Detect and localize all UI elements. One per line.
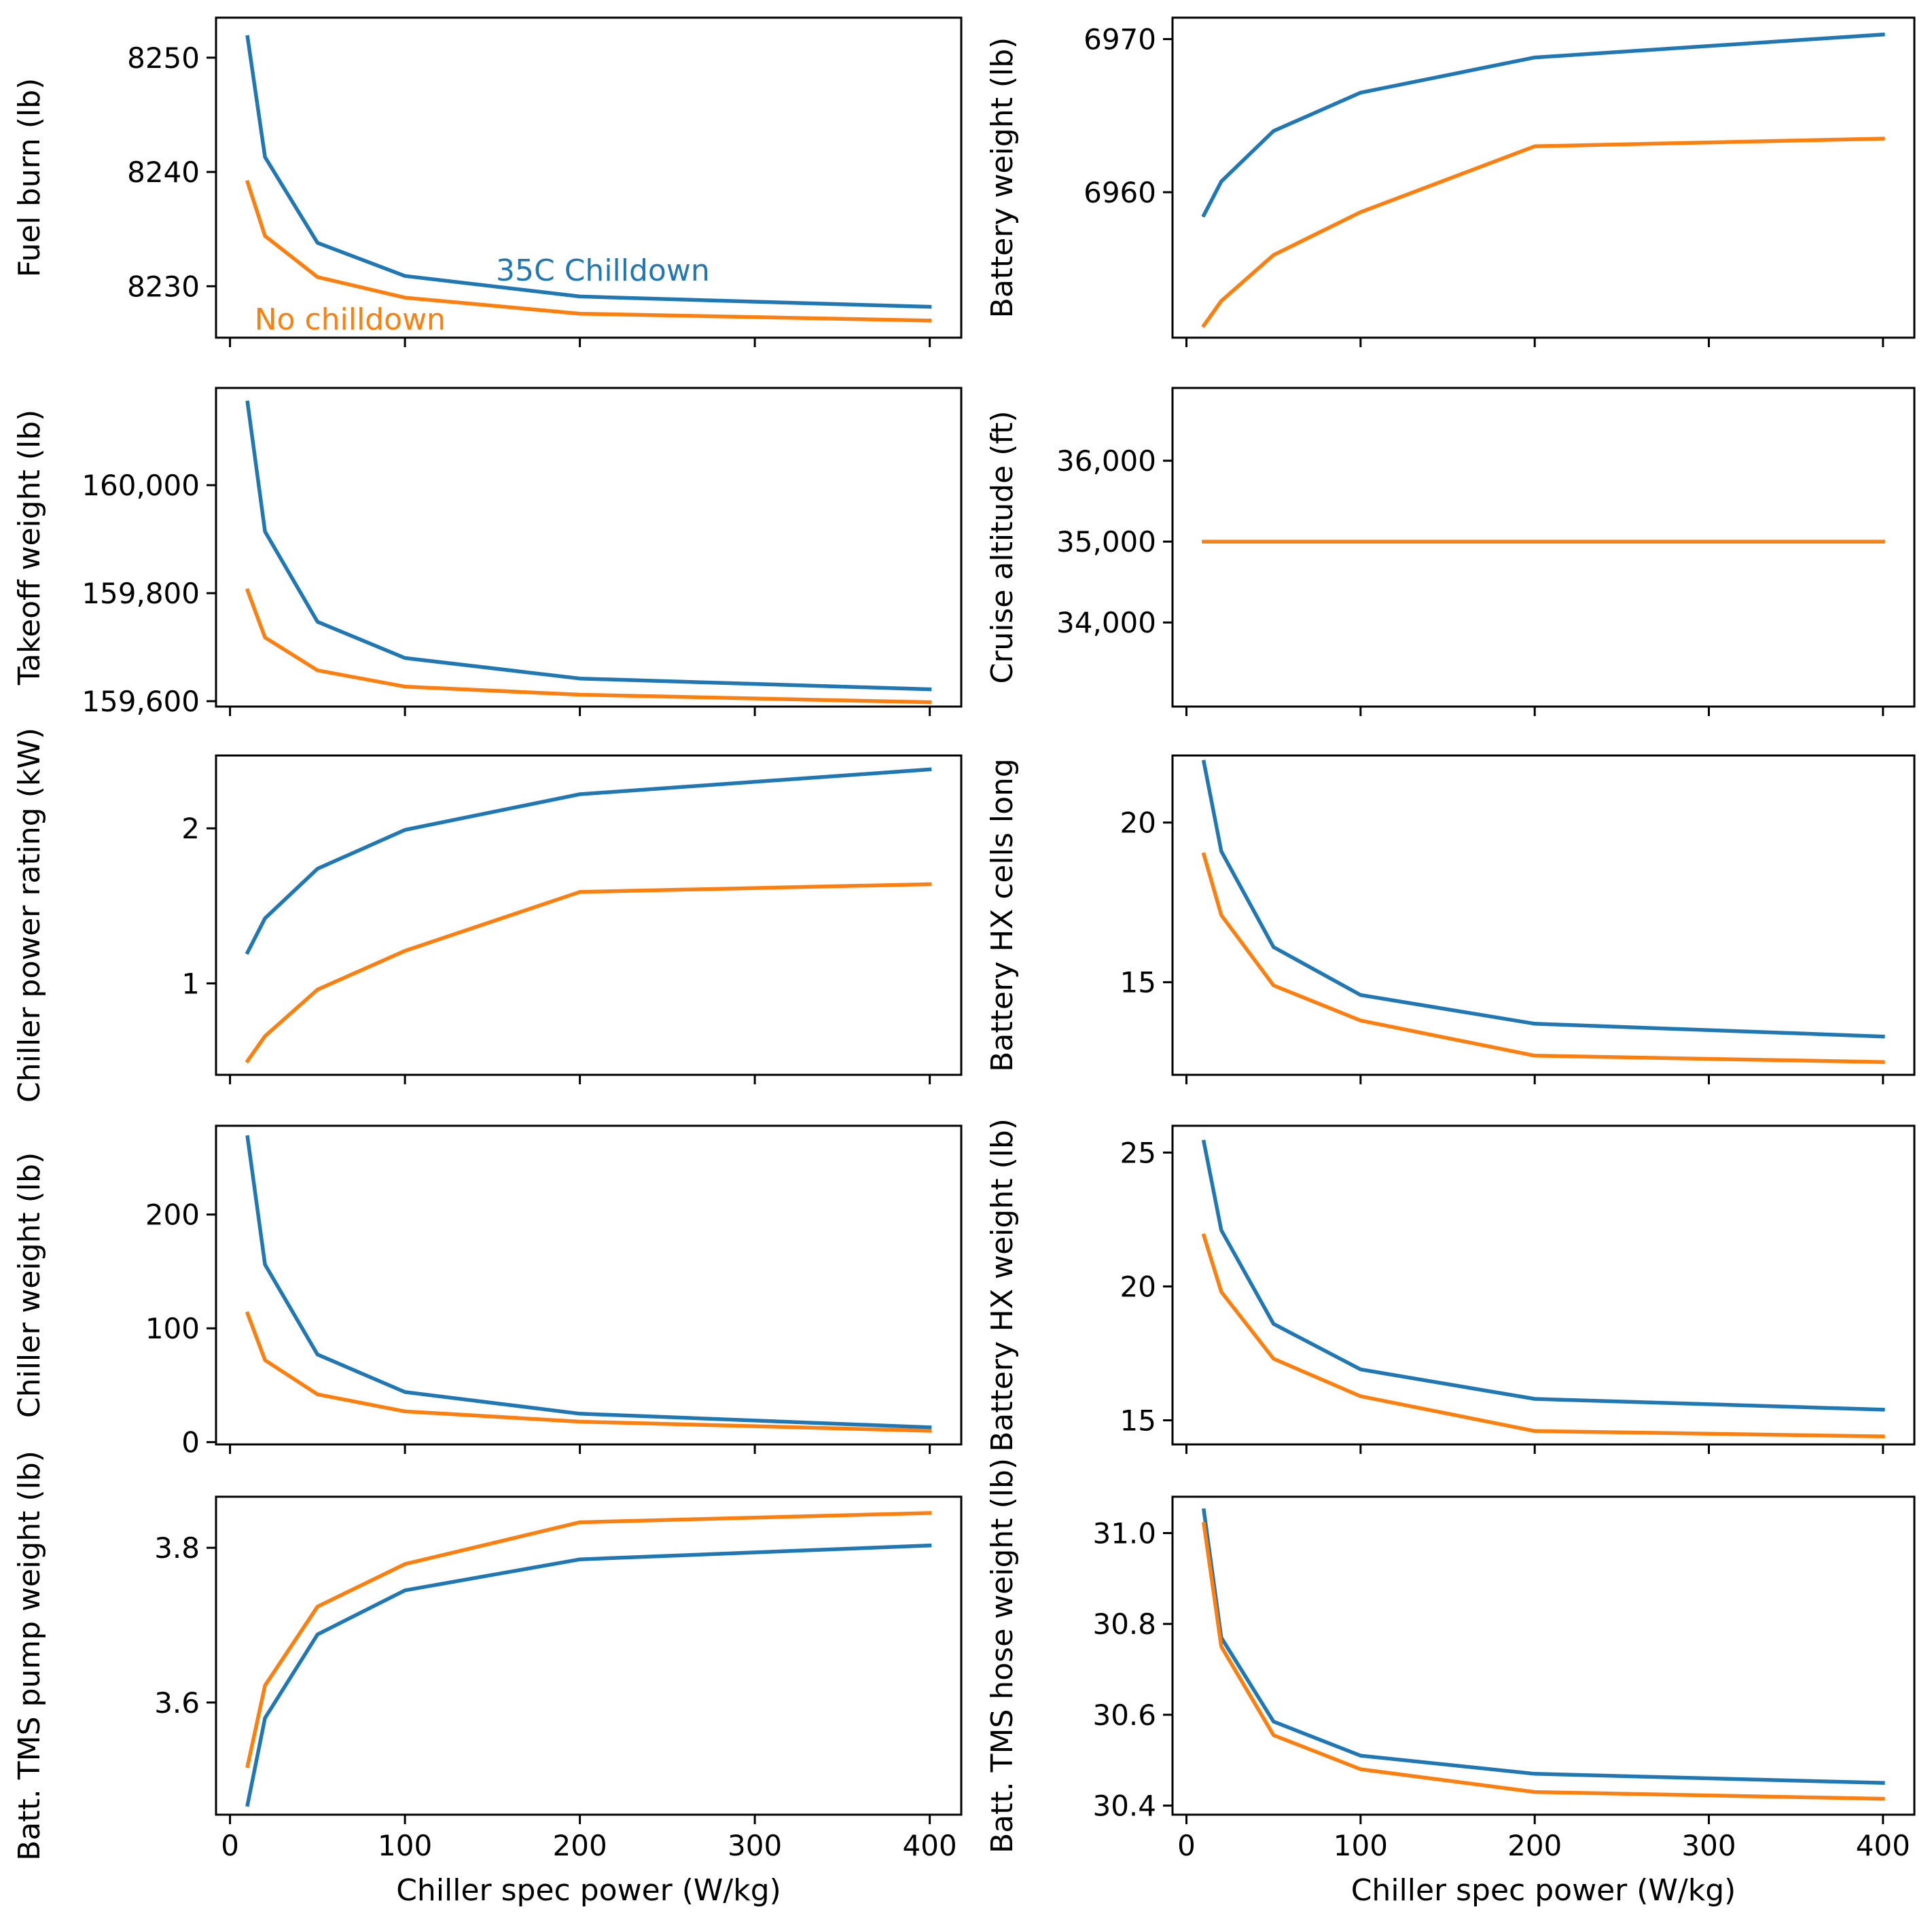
- series-annotation: No chilldown: [255, 302, 446, 337]
- x-tick-label: 300: [728, 1829, 782, 1862]
- chart-cruise-altitude-ft: 34,000 35,000 36,000 Cruise altitude (ft): [985, 387, 1916, 716]
- y-tick-label: 1: [181, 967, 200, 1000]
- x-tick-label: 200: [553, 1829, 607, 1862]
- chart-battery-weight-lb: 6960 6970 Battery weight (lb): [985, 16, 1916, 347]
- y-axis-label: Batt. TMS hose weight (lb): [985, 1458, 1020, 1853]
- y-tick-label: 15: [1120, 966, 1156, 999]
- series-line-no-chilldown: [245, 1311, 932, 1433]
- x-tick-label: 100: [378, 1829, 432, 1862]
- series-line-chilldown: [1201, 1139, 1885, 1412]
- series-line-no-chilldown: [1201, 1521, 1885, 1801]
- y-tick-label: 35,000: [1056, 525, 1156, 558]
- axes-frame: [215, 16, 963, 339]
- y-tick-label: 3.6: [154, 1686, 200, 1720]
- series-line-no-chilldown: [1201, 1233, 1885, 1438]
- series-line-no-chilldown: [245, 179, 932, 323]
- x-axis-label: Chiller spec power (W/kg): [1351, 1873, 1736, 1908]
- y-axis-label: Takeoff weight (lb): [12, 410, 47, 686]
- chart-batt-tms-pump-weight-lb: 0 100 200 300 400 3.6 3.8 Batt. TMS pump weight…: [12, 1451, 963, 1908]
- series-line-no-chilldown: [245, 1511, 932, 1768]
- y-tick-label: 30.8: [1092, 1607, 1156, 1641]
- y-tick-label: 159,600: [82, 685, 200, 718]
- axes-frame: [215, 754, 963, 1076]
- series-line-no-chilldown: [1201, 137, 1885, 328]
- y-tick-label: 0: [181, 1426, 200, 1459]
- y-axis-label: Cruise altitude (ft): [985, 411, 1020, 684]
- axes-frame: [1171, 1495, 1916, 1816]
- y-tick-label: 8230: [127, 270, 200, 303]
- y-tick-label: 30.6: [1092, 1699, 1156, 1732]
- x-tick-label: 400: [1856, 1829, 1910, 1862]
- chart-battery-hx-weight-lb: 15 20 25 Battery HX weight (lb): [985, 1118, 1916, 1454]
- y-axis-label: Fuel burn (lb): [12, 78, 47, 278]
- series-line-chilldown: [245, 400, 932, 692]
- series-annotation: 35C Chilldown: [496, 253, 710, 288]
- y-tick-label: 20: [1120, 806, 1156, 840]
- y-axis-label: Battery HX weight (lb): [985, 1118, 1020, 1452]
- series-line-chilldown: [1202, 1508, 1885, 1785]
- y-tick-label: 160,000: [82, 469, 200, 502]
- series-line-chilldown: [245, 35, 932, 309]
- chart-chiller-power-rating-kw: 1 2 Chiller power rating (kW): [12, 728, 963, 1103]
- axes-frame: [1171, 16, 1916, 339]
- y-tick-label: 20: [1120, 1270, 1156, 1303]
- axes-frame: [215, 387, 963, 708]
- series-line-chilldown: [1201, 32, 1885, 218]
- y-axis-label: Chiller power rating (kW): [12, 728, 47, 1103]
- axes-frame: [1171, 387, 1916, 708]
- y-tick-label: 8240: [127, 156, 200, 189]
- chart-battery-hx-cells-long: 15 20 Battery HX cells long: [985, 754, 1916, 1084]
- y-tick-label: 25: [1120, 1136, 1156, 1169]
- y-tick-label: 31.0: [1092, 1516, 1156, 1550]
- y-tick-label: 100: [145, 1312, 200, 1345]
- y-tick-label: 159,800: [82, 577, 200, 610]
- y-axis-label: Batt. TMS pump weight (lb): [12, 1451, 47, 1861]
- series-line-no-chilldown: [1201, 852, 1885, 1064]
- series-line-chilldown: [245, 1135, 932, 1429]
- y-tick-label: 8250: [127, 41, 200, 75]
- series-line-chilldown: [245, 1543, 932, 1807]
- y-tick-label: 200: [145, 1198, 200, 1232]
- chart-fuel-burn-lb: 8230 8240 8250 Fuel burn (lb) 35C Chilldown N…: [12, 16, 963, 347]
- axes-frame: [215, 1495, 963, 1816]
- axes-frame: [215, 1124, 963, 1446]
- y-axis-label: Battery HX cells long: [985, 758, 1020, 1072]
- y-tick-label: 15: [1120, 1404, 1156, 1438]
- chart-batt-tms-hose-weight-lb: 0 100 200 300 400 30.4 30.6 30.8 31.0 Batt. TMS h…: [985, 1458, 1916, 1908]
- y-tick-label: 6970: [1084, 23, 1156, 56]
- x-tick-label: 400: [903, 1829, 957, 1862]
- series-line-chilldown: [1201, 760, 1885, 1039]
- x-tick-label: 200: [1507, 1829, 1562, 1862]
- x-axis-label: Chiller spec power (W/kg): [396, 1873, 781, 1908]
- series-line-no-chilldown: [245, 588, 932, 705]
- series-line-no-chilldown: [245, 882, 932, 1064]
- y-tick-label: 30.4: [1092, 1790, 1156, 1823]
- axes-frame: [1171, 754, 1916, 1076]
- y-tick-label: 34,000: [1056, 606, 1156, 639]
- y-axis-label: Chiller weight (lb): [12, 1152, 47, 1418]
- y-tick-label: 6960: [1084, 176, 1156, 209]
- y-axis-label: Battery weight (lb): [985, 37, 1020, 319]
- y-tick-label: 36,000: [1056, 444, 1156, 478]
- x-tick-label: 0: [1177, 1829, 1196, 1862]
- x-tick-label: 0: [221, 1829, 239, 1862]
- y-tick-label: 2: [181, 812, 200, 845]
- axes-frame: [1171, 1124, 1916, 1446]
- chart-takeoff-weight-lb: 159,600 159,800 160,000 Takeoff weight (lb): [12, 387, 963, 718]
- chart-chiller-weight-lb: 0 100 200 Chiller weight (lb): [12, 1124, 963, 1459]
- y-tick-label: 3.8: [154, 1531, 200, 1565]
- x-tick-label: 300: [1681, 1829, 1736, 1862]
- series-line-chilldown: [245, 767, 932, 955]
- x-tick-label: 100: [1334, 1829, 1388, 1862]
